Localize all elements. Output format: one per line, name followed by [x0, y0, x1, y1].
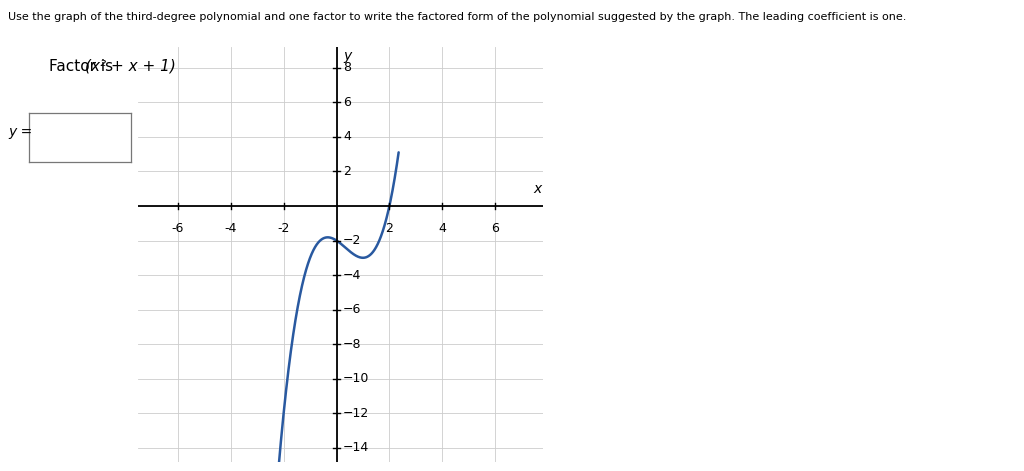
Text: 4: 4 [438, 221, 446, 235]
Text: 2: 2 [385, 221, 393, 235]
Text: -2: -2 [278, 221, 290, 235]
Text: -4: -4 [224, 221, 237, 235]
Text: x: x [534, 182, 542, 196]
Text: −2: −2 [343, 234, 361, 247]
Text: −4: −4 [343, 268, 361, 282]
Text: -6: -6 [172, 221, 184, 235]
Text: y =: y = [8, 125, 33, 139]
Text: −8: −8 [343, 338, 361, 350]
Text: Use the graph of the third-degree polynomial and one factor to write the factore: Use the graph of the third-degree polyno… [8, 12, 906, 22]
Text: 4: 4 [343, 130, 351, 143]
Text: (x² + x + 1): (x² + x + 1) [85, 59, 176, 74]
Text: 2: 2 [343, 165, 351, 178]
Text: −6: −6 [343, 303, 361, 316]
Text: y: y [343, 49, 351, 63]
Text: −14: −14 [343, 441, 370, 454]
Text: 8: 8 [343, 61, 351, 74]
Text: −12: −12 [343, 407, 370, 420]
Text: −10: −10 [343, 372, 370, 385]
Text: 6: 6 [343, 96, 351, 109]
Text: Factor is: Factor is [49, 59, 118, 74]
Text: 6: 6 [492, 221, 499, 235]
